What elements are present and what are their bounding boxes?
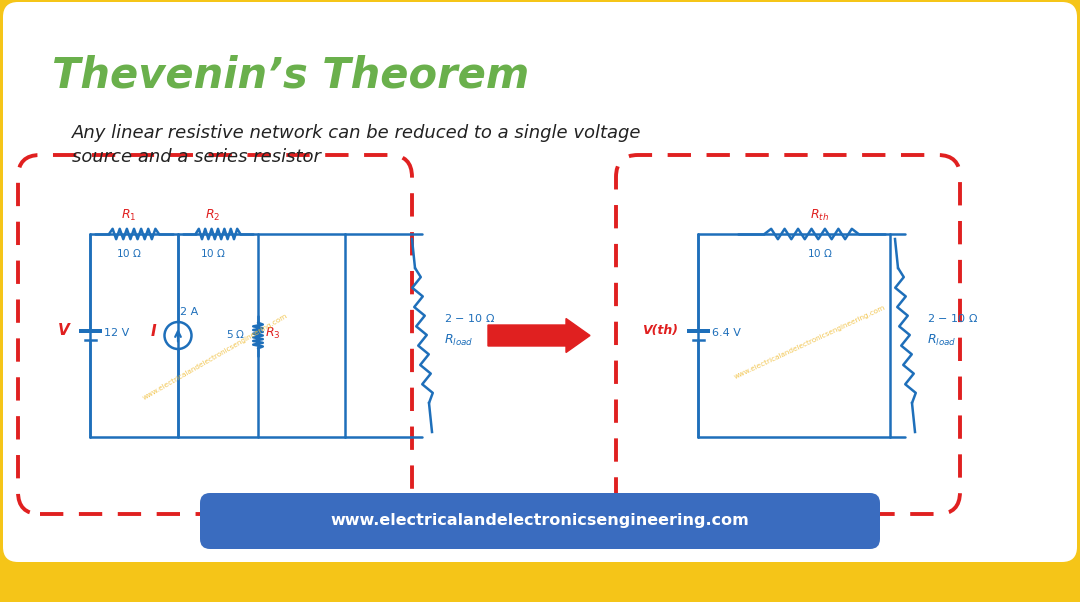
Text: Thevenin’s Theorem: Thevenin’s Theorem (52, 54, 529, 96)
Text: 2 $-$ 10 $\Omega$: 2 $-$ 10 $\Omega$ (927, 311, 978, 323)
Text: $R_2$: $R_2$ (205, 208, 220, 223)
Text: www.electricalandelectronicsengineering.com: www.electricalandelectronicsengineering.… (330, 514, 750, 529)
FancyBboxPatch shape (3, 2, 1077, 562)
Text: I: I (150, 324, 156, 339)
Text: $R_{load}$: $R_{load}$ (927, 333, 957, 348)
Text: www.electricalandelectronicsengineering.com: www.electricalandelectronicsengineering.… (141, 313, 288, 401)
Text: 12 V: 12 V (104, 329, 130, 338)
Text: $R_3$: $R_3$ (265, 326, 281, 341)
Text: $R_{load}$: $R_{load}$ (444, 333, 473, 348)
Text: 10 $\Omega$: 10 $\Omega$ (116, 247, 141, 259)
Text: 10 $\Omega$: 10 $\Omega$ (807, 247, 833, 259)
Text: 6.4 V: 6.4 V (712, 329, 741, 338)
Text: Any linear resistive network can be reduced to a single voltage
source and a ser: Any linear resistive network can be redu… (72, 124, 642, 166)
Text: V(th): V(th) (642, 324, 678, 337)
Text: 5 $\Omega$: 5 $\Omega$ (226, 327, 245, 340)
Text: $R_{th}$: $R_{th}$ (810, 208, 829, 223)
FancyArrow shape (488, 318, 590, 353)
Text: 2 A: 2 A (180, 307, 199, 317)
Text: 2 $-$ 10 $\Omega$: 2 $-$ 10 $\Omega$ (444, 311, 496, 323)
Text: $R_1$: $R_1$ (121, 208, 137, 223)
Text: V: V (58, 323, 70, 338)
FancyBboxPatch shape (200, 493, 880, 549)
Text: www.electricalandelectronicsengineering.com: www.electricalandelectronicsengineering.… (733, 304, 887, 380)
Text: 10 $\Omega$: 10 $\Omega$ (200, 247, 226, 259)
